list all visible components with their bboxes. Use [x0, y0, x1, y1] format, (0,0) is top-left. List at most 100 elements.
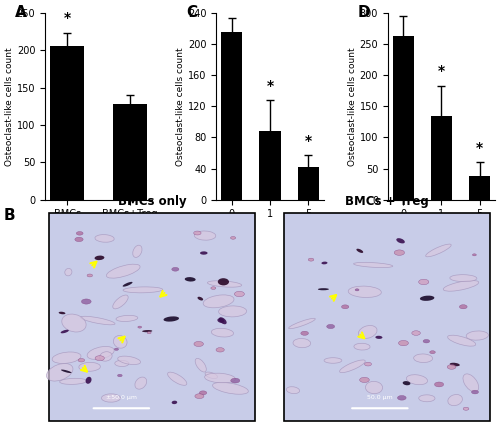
Ellipse shape — [308, 258, 314, 261]
Ellipse shape — [418, 279, 429, 285]
Ellipse shape — [318, 288, 329, 290]
Ellipse shape — [420, 296, 434, 301]
Ellipse shape — [142, 330, 152, 332]
Ellipse shape — [463, 407, 469, 410]
Ellipse shape — [62, 314, 86, 332]
Ellipse shape — [293, 338, 310, 348]
Text: BMCs only: BMCs only — [118, 196, 186, 208]
Ellipse shape — [230, 378, 240, 383]
Bar — [298, 167, 318, 200]
Ellipse shape — [52, 352, 81, 363]
Ellipse shape — [234, 292, 244, 297]
Ellipse shape — [426, 244, 451, 257]
Text: *: * — [476, 141, 483, 155]
Bar — [392, 37, 413, 200]
Ellipse shape — [450, 275, 477, 282]
Bar — [222, 32, 242, 200]
Ellipse shape — [211, 287, 216, 289]
Ellipse shape — [354, 262, 393, 268]
Ellipse shape — [366, 381, 382, 394]
Ellipse shape — [122, 282, 132, 286]
Ellipse shape — [195, 394, 204, 399]
Ellipse shape — [230, 236, 235, 239]
Ellipse shape — [444, 280, 478, 291]
Ellipse shape — [286, 387, 300, 394]
Ellipse shape — [61, 370, 72, 373]
Ellipse shape — [418, 395, 435, 402]
Bar — [469, 176, 490, 200]
Text: *: * — [266, 79, 274, 93]
Ellipse shape — [194, 341, 203, 346]
Ellipse shape — [82, 299, 91, 304]
Ellipse shape — [463, 374, 478, 392]
Ellipse shape — [164, 316, 179, 322]
Ellipse shape — [324, 358, 342, 363]
Ellipse shape — [218, 318, 224, 323]
Ellipse shape — [87, 274, 92, 277]
Ellipse shape — [195, 358, 206, 372]
Ellipse shape — [208, 281, 242, 287]
Y-axis label: Osteoclast-like cells count: Osteoclast-like cells count — [348, 47, 356, 166]
Ellipse shape — [460, 305, 467, 309]
Ellipse shape — [80, 316, 115, 325]
Ellipse shape — [95, 356, 104, 361]
Ellipse shape — [184, 277, 196, 281]
Ellipse shape — [168, 372, 187, 385]
Ellipse shape — [115, 360, 129, 366]
Ellipse shape — [138, 326, 141, 328]
Ellipse shape — [412, 331, 420, 335]
Ellipse shape — [216, 348, 224, 352]
Ellipse shape — [204, 373, 236, 383]
Ellipse shape — [448, 394, 462, 405]
Ellipse shape — [447, 365, 456, 369]
Ellipse shape — [466, 331, 488, 340]
Ellipse shape — [60, 378, 87, 384]
Ellipse shape — [398, 340, 408, 346]
Bar — [284, 212, 490, 421]
Ellipse shape — [194, 231, 216, 240]
Ellipse shape — [106, 264, 140, 278]
Ellipse shape — [102, 394, 120, 402]
Ellipse shape — [406, 375, 428, 385]
Ellipse shape — [358, 326, 377, 338]
Ellipse shape — [65, 269, 72, 276]
Text: 50.0 μm: 50.0 μm — [367, 395, 392, 400]
Ellipse shape — [194, 231, 201, 235]
Ellipse shape — [348, 286, 382, 298]
Ellipse shape — [450, 363, 460, 366]
Ellipse shape — [172, 401, 177, 404]
Ellipse shape — [360, 377, 370, 382]
Ellipse shape — [135, 377, 146, 389]
Ellipse shape — [376, 336, 382, 339]
Ellipse shape — [114, 348, 118, 350]
Bar — [260, 131, 280, 200]
Ellipse shape — [212, 329, 234, 337]
Ellipse shape — [79, 363, 100, 371]
Text: Treg: 10⁵/ml: Treg: 10⁵/ml — [332, 230, 389, 239]
Ellipse shape — [342, 305, 349, 309]
Ellipse shape — [75, 237, 83, 241]
Text: ±50.0 μm: ±50.0 μm — [106, 395, 137, 400]
Y-axis label: Osteoclast-like cells count: Osteoclast-like cells count — [5, 47, 14, 166]
Ellipse shape — [78, 359, 84, 362]
Text: *: * — [304, 134, 312, 148]
Ellipse shape — [46, 363, 73, 381]
Text: *: * — [438, 64, 445, 78]
Ellipse shape — [301, 331, 308, 335]
Ellipse shape — [448, 335, 475, 346]
Bar — [112, 104, 148, 200]
Text: BMCs + Treg: BMCs + Treg — [345, 196, 429, 208]
Ellipse shape — [355, 289, 359, 291]
Ellipse shape — [354, 343, 370, 350]
Ellipse shape — [430, 351, 436, 354]
Ellipse shape — [364, 362, 372, 366]
Ellipse shape — [113, 295, 128, 309]
Ellipse shape — [212, 382, 248, 394]
Ellipse shape — [118, 356, 141, 365]
Ellipse shape — [396, 238, 405, 244]
Text: B: B — [4, 208, 16, 223]
Ellipse shape — [423, 340, 430, 343]
Ellipse shape — [472, 254, 476, 256]
Ellipse shape — [123, 287, 162, 293]
Ellipse shape — [147, 332, 151, 334]
